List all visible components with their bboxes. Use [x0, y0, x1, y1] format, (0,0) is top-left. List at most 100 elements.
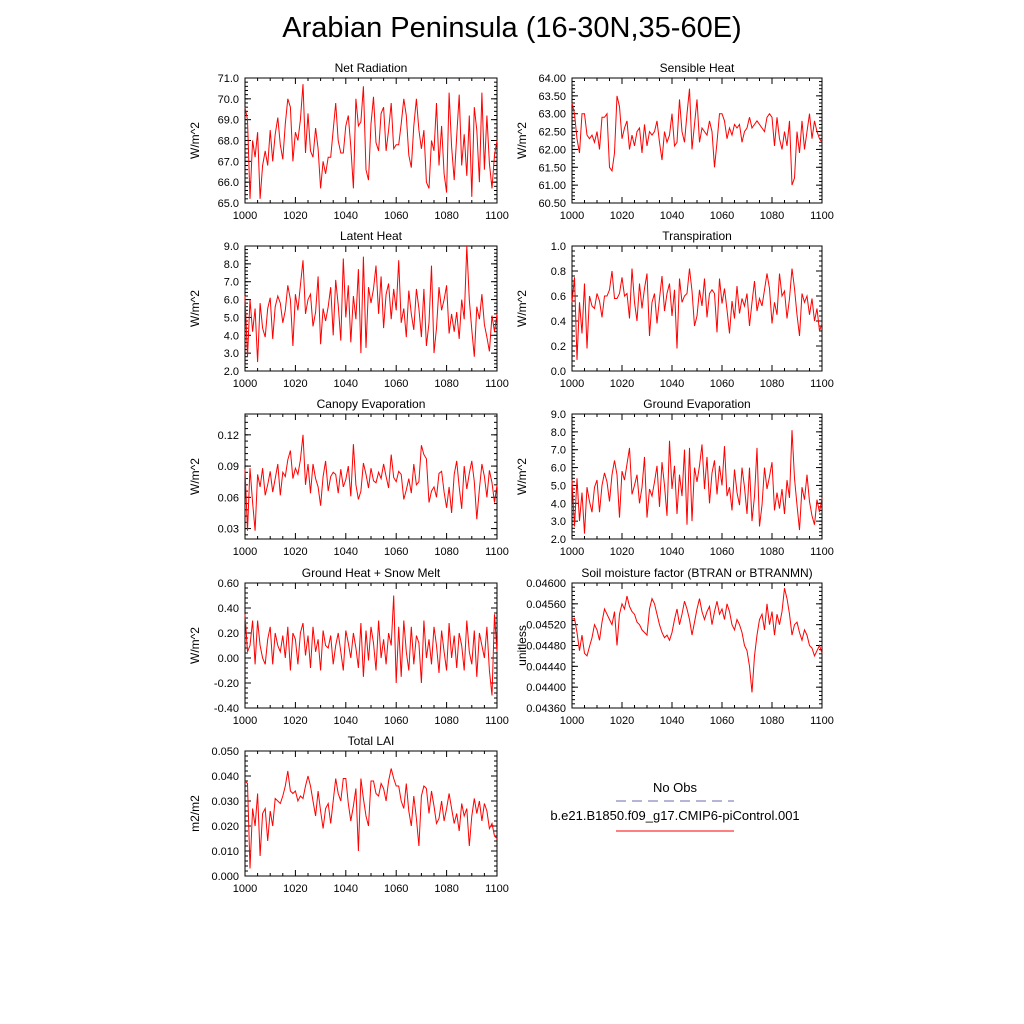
y-axis-label: W/m^2: [515, 122, 529, 159]
y-tick-label: 0.04440: [526, 661, 566, 673]
y-tick-label: 0.04560: [526, 599, 566, 611]
x-tick-label: 1080: [760, 546, 784, 558]
y-tick-label: 0.03: [218, 524, 239, 536]
series-line: [244, 768, 498, 869]
y-tick-label: 60.50: [538, 198, 566, 210]
y-tick-label: 9.0: [224, 241, 239, 253]
panel-1: 1000 1020 1040 1060 1080 1100 65.0 66.0 67.0 68.0…: [188, 61, 509, 222]
panel-2: 1000 1020 1040 1060 1080 1100 60.50 61.00 61.50 6…: [515, 61, 834, 222]
plot-frame: [571, 582, 823, 709]
y-axis-label: W/m^2: [515, 458, 529, 495]
x-tick-label: 1020: [283, 715, 307, 727]
y-tick-label: 69.0: [218, 115, 239, 127]
legend-obs-label: No Obs: [653, 780, 698, 795]
x-tick-label: 1100: [485, 378, 509, 390]
y-tick-label: 6.0: [224, 295, 239, 307]
y-tick-label: 4.0: [224, 330, 239, 342]
y-tick-label: 0.000: [211, 871, 239, 883]
x-tick-label: 1020: [283, 546, 307, 558]
panel-9: 1000 1020 1040 1060 1080 1100 0.000 0.010 0.020 0…: [188, 734, 509, 895]
panel-title: Net Radiation: [335, 61, 408, 75]
y-tick-label: -0.40: [214, 703, 239, 715]
y-tick-label: 2.0: [224, 366, 239, 378]
x-tick-label: 1020: [610, 378, 634, 390]
series-line: [571, 88, 823, 186]
figure-title: Arabian Peninsula (16-30N,35-60E): [282, 12, 742, 44]
y-tick-label: 0.2: [551, 341, 566, 353]
y-tick-label: 3.0: [224, 348, 239, 360]
x-tick-label: 1020: [610, 210, 634, 222]
y-tick-label: 0.04400: [526, 682, 566, 694]
x-tick-label: 1000: [560, 378, 584, 390]
y-axis-label: W/m^2: [515, 290, 529, 327]
x-tick-label: 1040: [660, 546, 684, 558]
x-tick-label: 1100: [810, 210, 834, 222]
y-tick-label: 65.0: [218, 198, 239, 210]
y-axis-label: W/m^2: [188, 122, 202, 159]
y-tick-label: 63.00: [538, 109, 566, 121]
x-tick-label: 1020: [283, 210, 307, 222]
y-tick-label: 61.00: [538, 180, 566, 192]
panel-title: Total LAI: [348, 734, 395, 748]
y-axis-label: m2/m2: [188, 795, 202, 832]
y-tick-label: 0.60: [218, 578, 239, 590]
y-tick-label: 0.8: [551, 266, 566, 278]
y-tick-label: 0.06: [218, 492, 239, 504]
y-tick-label: 8.0: [224, 259, 239, 271]
series-line: [244, 245, 498, 363]
x-tick-label: 1020: [610, 546, 634, 558]
y-tick-label: 63.50: [538, 91, 566, 103]
series-line: [244, 84, 498, 199]
x-tick-label: 1080: [434, 715, 458, 727]
x-tick-label: 1060: [710, 378, 734, 390]
y-tick-label: 71.0: [218, 73, 239, 85]
panel-title: Transpiration: [662, 229, 732, 243]
panel-8: 1000 1020 1040 1060 1080 1100 0.04360 0.04400 0.…: [515, 566, 834, 727]
x-tick-label: 1000: [560, 210, 584, 222]
y-tick-label: 5.0: [224, 312, 239, 324]
panel-title: Ground Heat + Snow Melt: [302, 566, 441, 580]
x-tick-label: 1040: [660, 378, 684, 390]
plot-frame: [571, 77, 823, 204]
x-tick-label: 1060: [384, 883, 408, 895]
series-line: [571, 268, 823, 360]
x-tick-label: 1080: [434, 378, 458, 390]
y-tick-label: 7.0: [551, 445, 566, 457]
x-tick-label: 1040: [334, 378, 358, 390]
panel-title: Ground Evaporation: [643, 397, 750, 411]
y-tick-label: 6.0: [551, 463, 566, 475]
y-tick-label: 0.010: [211, 846, 239, 858]
x-tick-label: 1100: [485, 883, 509, 895]
series-line: [244, 595, 498, 696]
x-tick-label: 1080: [760, 715, 784, 727]
x-tick-label: 1040: [660, 715, 684, 727]
y-axis-label: W/m^2: [188, 627, 202, 664]
panel-title: Latent Heat: [340, 229, 403, 243]
panel-3: 1000 1020 1040 1060 1080 1100 2.0 3.0 4.0 5.0 6.0 7…: [188, 229, 509, 390]
y-axis-label: W/m^2: [188, 290, 202, 327]
x-tick-label: 1020: [610, 715, 634, 727]
x-tick-label: 1080: [760, 378, 784, 390]
x-tick-label: 1060: [384, 546, 408, 558]
y-tick-label: 0.0: [551, 366, 566, 378]
x-tick-label: 1040: [334, 546, 358, 558]
x-tick-label: 1060: [710, 210, 734, 222]
legend-model-label: b.e21.B1850.f09_g17.CMIP6-piControl.001: [550, 808, 799, 823]
y-tick-label: 0.04520: [526, 620, 566, 632]
x-tick-label: 1040: [334, 715, 358, 727]
x-tick-label: 1040: [334, 210, 358, 222]
panel-5: 1000 1020 1040 1060 1080 1100 0.03 0.06 0.09 0.12…: [188, 397, 509, 558]
x-tick-label: 1000: [560, 546, 584, 558]
y-tick-label: 66.0: [218, 177, 239, 189]
y-tick-label: 0.20: [218, 628, 239, 640]
x-tick-label: 1000: [233, 378, 257, 390]
y-tick-label: 61.50: [538, 162, 566, 174]
plot-frame: [244, 582, 498, 709]
y-tick-label: 64.00: [538, 73, 566, 85]
y-tick-label: 1.0: [551, 241, 566, 253]
x-tick-label: 1040: [660, 210, 684, 222]
y-tick-label: 7.0: [224, 277, 239, 289]
x-tick-label: 1080: [434, 883, 458, 895]
y-tick-label: 67.0: [218, 156, 239, 168]
